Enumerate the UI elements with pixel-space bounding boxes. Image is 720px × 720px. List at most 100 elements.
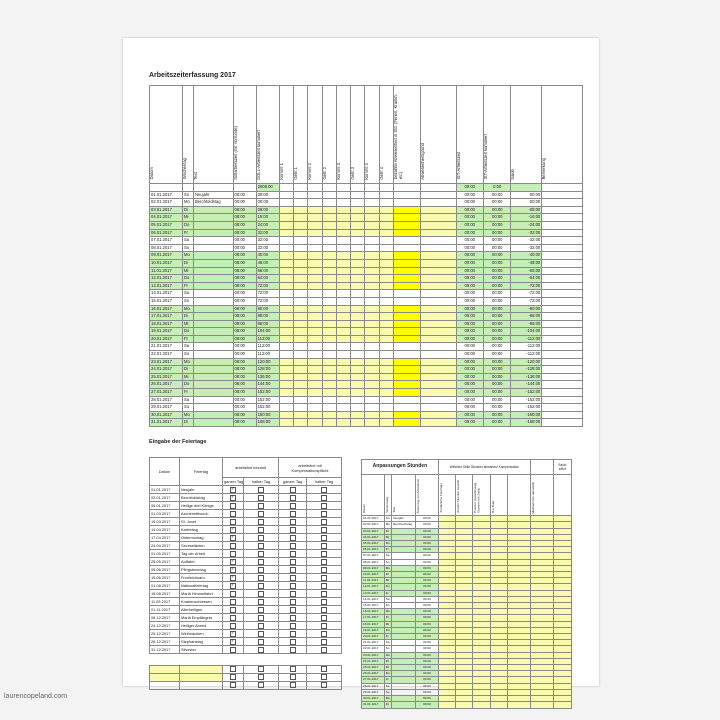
checkbox-unchecked[interactable] [230, 590, 236, 597]
time-entry-cell[interactable] [350, 334, 366, 344]
time-entry-cell[interactable] [278, 304, 294, 314]
time-entry-cell[interactable] [292, 357, 309, 367]
time-entry-cell[interactable] [278, 205, 294, 215]
checkbox-unchecked[interactable] [289, 630, 296, 637]
time-entry-cell[interactable] [364, 334, 380, 344]
time-entry-cell[interactable] [378, 213, 394, 222]
time-entry-cell[interactable] [335, 274, 352, 283]
checkbox-checked[interactable] [230, 583, 236, 589]
time-entry-cell[interactable] [292, 228, 309, 238]
checkbox-unchecked[interactable] [258, 574, 264, 581]
time-entry-cell[interactable] [292, 418, 309, 427]
time-entry-cell[interactable] [335, 365, 352, 374]
time-entry-cell[interactable] [321, 220, 337, 230]
checkbox-unchecked[interactable] [258, 666, 264, 673]
time-entry-cell[interactable] [292, 243, 309, 253]
time-entry-cell[interactable] [292, 327, 309, 336]
time-entry-cell[interactable] [350, 357, 366, 367]
time-entry-cell[interactable] [364, 312, 380, 321]
time-entry-cell[interactable] [378, 327, 394, 336]
checkbox-unchecked[interactable] [258, 502, 264, 509]
time-entry-cell[interactable] [350, 403, 366, 412]
checkbox-unchecked[interactable] [289, 622, 296, 629]
time-entry-cell[interactable] [378, 365, 394, 374]
checkbox-unchecked[interactable] [321, 622, 327, 629]
checkbox-unchecked[interactable] [321, 502, 327, 509]
adjust-input-cell[interactable] [507, 701, 531, 709]
time-entry-cell[interactable] [335, 190, 352, 200]
checkbox-unchecked[interactable] [258, 630, 264, 637]
time-entry-cell[interactable] [378, 220, 394, 230]
time-entry-cell[interactable] [292, 403, 309, 412]
time-entry-cell[interactable] [364, 251, 380, 260]
time-entry-cell[interactable] [307, 296, 323, 306]
time-entry-cell[interactable] [292, 342, 309, 352]
time-entry-cell[interactable] [378, 251, 394, 260]
time-entry-cell[interactable] [350, 342, 366, 352]
checkbox-unchecked[interactable] [321, 550, 327, 557]
checkbox-unchecked[interactable] [289, 638, 296, 645]
time-entry-cell[interactable] [378, 312, 394, 321]
checkbox-checked[interactable] [230, 495, 236, 501]
checkbox-unchecked[interactable] [230, 518, 236, 525]
checkbox-unchecked[interactable] [289, 526, 296, 533]
time-entry-cell[interactable] [350, 296, 366, 306]
time-entry-cell[interactable] [321, 350, 337, 359]
checkbox-unchecked[interactable] [321, 674, 327, 681]
time-entry-cell[interactable] [292, 281, 309, 291]
time-entry-cell[interactable] [335, 266, 352, 276]
time-entry-cell[interactable] [307, 205, 323, 215]
time-entry-cell[interactable] [321, 372, 337, 382]
time-entry-cell[interactable] [364, 319, 380, 329]
time-entry-cell[interactable] [278, 251, 294, 260]
checkbox-checked[interactable] [230, 639, 236, 645]
checkbox-unchecked[interactable] [321, 542, 327, 549]
time-entry-cell[interactable] [321, 395, 337, 405]
time-entry-cell[interactable] [364, 342, 380, 352]
time-entry-cell[interactable] [321, 236, 337, 245]
checkbox-unchecked[interactable] [289, 534, 296, 541]
time-entry-cell[interactable] [292, 372, 309, 382]
adjust-input-cell[interactable] [437, 701, 457, 709]
holiday-input-cell[interactable] [179, 673, 223, 682]
adjust-input-cell[interactable] [472, 701, 491, 709]
time-entry-cell[interactable] [321, 205, 337, 215]
checkbox-unchecked[interactable] [258, 550, 264, 557]
time-entry-cell[interactable] [278, 236, 294, 245]
checkbox-unchecked[interactable] [258, 614, 264, 621]
checkbox-checked[interactable] [230, 567, 236, 573]
time-entry-cell[interactable] [278, 281, 294, 291]
time-entry-cell[interactable] [335, 372, 352, 382]
time-entry-cell[interactable] [278, 403, 294, 412]
holiday-input-cell[interactable] [179, 665, 223, 674]
checkbox-unchecked[interactable] [258, 682, 264, 689]
time-entry-cell[interactable] [335, 342, 352, 352]
time-entry-cell[interactable] [321, 274, 337, 283]
checkbox-unchecked[interactable] [289, 566, 296, 573]
time-entry-cell[interactable] [278, 289, 294, 298]
time-entry-cell[interactable] [350, 365, 366, 374]
holiday-input-cell[interactable] [149, 681, 180, 690]
time-entry-cell[interactable] [364, 198, 380, 207]
time-entry-cell[interactable] [307, 327, 323, 336]
time-entry-cell[interactable] [292, 410, 309, 420]
time-entry-cell[interactable] [321, 289, 337, 298]
checkbox-unchecked[interactable] [321, 666, 327, 673]
time-entry-cell[interactable] [307, 403, 323, 412]
checkbox-unchecked[interactable] [230, 674, 236, 681]
time-entry-cell[interactable] [278, 342, 294, 352]
time-entry-cell[interactable] [364, 281, 380, 291]
checkbox-unchecked[interactable] [258, 638, 264, 645]
adjust-input-cell[interactable] [455, 701, 474, 709]
time-entry-cell[interactable] [321, 312, 337, 321]
checkbox-unchecked[interactable] [321, 598, 327, 605]
time-entry-cell[interactable] [307, 418, 323, 427]
time-entry-cell[interactable] [350, 395, 366, 405]
checkbox-unchecked[interactable] [289, 574, 296, 581]
time-entry-cell[interactable] [321, 296, 337, 306]
time-entry-cell[interactable] [321, 342, 337, 352]
time-entry-cell[interactable] [307, 312, 323, 321]
checkbox-checked[interactable] [230, 527, 236, 533]
time-entry-cell[interactable] [321, 228, 337, 238]
time-entry-cell[interactable] [307, 395, 323, 405]
